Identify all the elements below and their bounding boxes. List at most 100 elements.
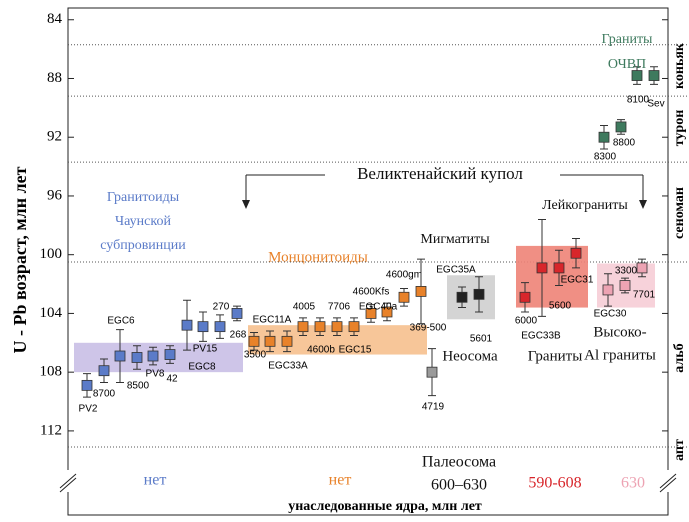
data-point (631, 70, 643, 81)
annotation: Граниты (602, 32, 654, 47)
inherited-core-label: Палеосома (422, 454, 496, 471)
data-point (365, 308, 377, 319)
point-label: EGC8 (188, 362, 216, 373)
point-label: 6000 (515, 316, 538, 327)
data-point (348, 321, 360, 333)
point-label: 4719 (422, 402, 445, 413)
data-point (473, 288, 485, 300)
point-label: EGC6 (107, 316, 135, 327)
axis-break (59, 473, 77, 493)
inherited-core-label: 600–630 (431, 477, 487, 494)
data-point (648, 70, 660, 81)
stage-label: апт (672, 439, 687, 461)
point-label: 7706 (328, 302, 351, 313)
data-point (248, 335, 260, 347)
data-point (197, 321, 209, 333)
annotation: Гранитоиды (107, 190, 180, 205)
data-point (426, 366, 438, 378)
y-tick-label: 96 (47, 187, 63, 203)
data-point (98, 365, 110, 377)
point-label: PV15 (193, 344, 218, 355)
point-label: EGC35A (436, 265, 476, 276)
point-label: EGC11A (253, 315, 292, 326)
y-tick-label: 112 (40, 422, 62, 438)
inherited-core-label: 630 (621, 475, 645, 492)
annotation: Мигматиты (420, 232, 490, 247)
data-point (231, 308, 243, 319)
inherited-core-label: нет (329, 472, 352, 489)
point-label: 4600Kfs (353, 287, 390, 298)
data-point (456, 291, 468, 303)
point-label: PV2 (79, 404, 98, 415)
y-tick-label: 108 (40, 364, 63, 380)
point-label: 8300 (594, 152, 617, 163)
annotation: Лейкограниты (542, 198, 628, 213)
data-point (415, 286, 427, 297)
stage-label: сеноман (672, 187, 687, 239)
y-tick-label: 104 (40, 305, 63, 321)
data-point (314, 321, 326, 333)
annotation: субпровинции (100, 238, 186, 253)
point-label: 7701 (633, 290, 656, 301)
data-point (281, 335, 293, 347)
annotation: Высоко- (593, 324, 646, 340)
point-label: Sev (647, 99, 664, 110)
annotation: Неосома (442, 348, 498, 364)
data-point (619, 280, 631, 291)
data-point (553, 262, 565, 274)
point-label: 3300 (615, 266, 638, 277)
point-label: 369-500 (410, 323, 447, 334)
point-label: 3500 (244, 350, 267, 361)
y-axis-label: U - Pb возраст, млн лет (10, 166, 30, 353)
inherited-core-label: 590-608 (528, 475, 581, 492)
point-label: 8700 (93, 389, 116, 400)
annotation: ОЧВП (608, 57, 646, 72)
y-tick-label: 92 (47, 129, 62, 145)
axis-break (659, 473, 677, 493)
data-point (536, 262, 548, 274)
y-tick-label: 88 (47, 70, 62, 86)
point-label: 5601 (470, 334, 493, 345)
data-point (519, 291, 531, 303)
data-point (181, 319, 193, 331)
point-label: 4005 (293, 302, 316, 313)
range-box (447, 275, 495, 320)
point-label: EGC33A (268, 361, 308, 372)
point-label: 42 (166, 374, 178, 385)
data-point (164, 349, 176, 360)
data-point (214, 321, 226, 333)
data-point (131, 352, 143, 363)
annotation: Граниты (528, 348, 583, 364)
point-label: EGC30 (594, 309, 627, 320)
dome-bracket (242, 164, 647, 209)
annotation: Монцонитоиды (268, 249, 368, 265)
inherited-core-label: нет (144, 472, 167, 489)
point-label: EGC31 (561, 275, 594, 286)
data-point (398, 291, 410, 303)
point-label: 5600 (549, 301, 572, 312)
x-axis-label: унаследованные ядра, млн лет (288, 499, 482, 514)
point-label: 268 (230, 330, 247, 341)
point-label: PV8 (146, 369, 165, 380)
data-point (331, 321, 343, 333)
data-point (615, 121, 627, 133)
data-point (81, 379, 93, 391)
data-point (147, 350, 159, 362)
stage-label: турон (672, 110, 687, 147)
point-label: 4600b (307, 345, 335, 356)
point-label: 270 (213, 302, 230, 313)
point-label: EGC33B (521, 331, 561, 342)
data-point (570, 247, 582, 259)
data-point (636, 262, 648, 274)
point-label: EGC40a (359, 302, 398, 313)
y-tick-label: 100 (40, 246, 63, 262)
data-point (114, 350, 126, 362)
annotation: Чаунской (115, 214, 171, 229)
data-point (297, 321, 309, 333)
stage-label: альб (672, 343, 687, 372)
annotation: Великтенайский купол (357, 164, 523, 183)
point-label: 4600gm (386, 270, 422, 281)
data-point (602, 284, 614, 296)
data-point (381, 306, 393, 318)
data-point (264, 335, 276, 347)
